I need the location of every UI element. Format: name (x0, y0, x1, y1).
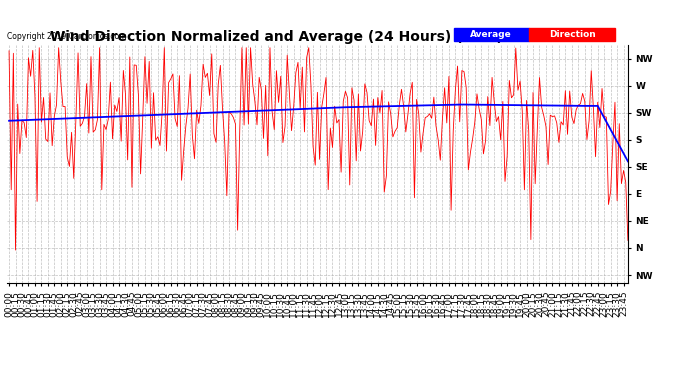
FancyBboxPatch shape (454, 28, 529, 41)
Title: Wind Direction Normalized and Average (24 Hours) (New) 20191208: Wind Direction Normalized and Average (2… (50, 30, 585, 44)
FancyBboxPatch shape (529, 28, 615, 41)
Text: Average: Average (471, 30, 512, 39)
Text: Direction: Direction (549, 30, 595, 39)
Text: Copyright 2019 Cartronics.com: Copyright 2019 Cartronics.com (7, 32, 126, 41)
